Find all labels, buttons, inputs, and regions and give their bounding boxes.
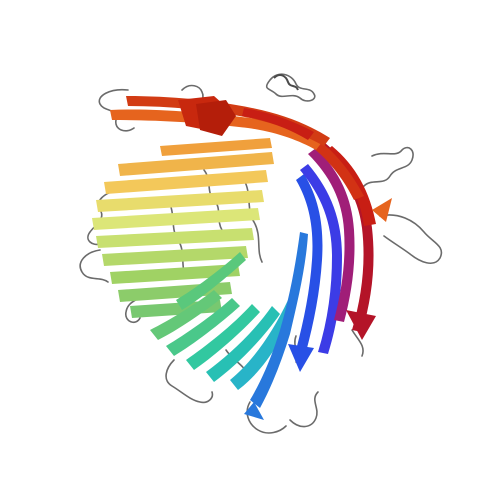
beta-sheet-top — [110, 96, 330, 150]
small-loop-top — [273, 74, 299, 91]
beta-hairpins-lower — [150, 252, 296, 390]
beta-sheet-left — [92, 138, 274, 318]
